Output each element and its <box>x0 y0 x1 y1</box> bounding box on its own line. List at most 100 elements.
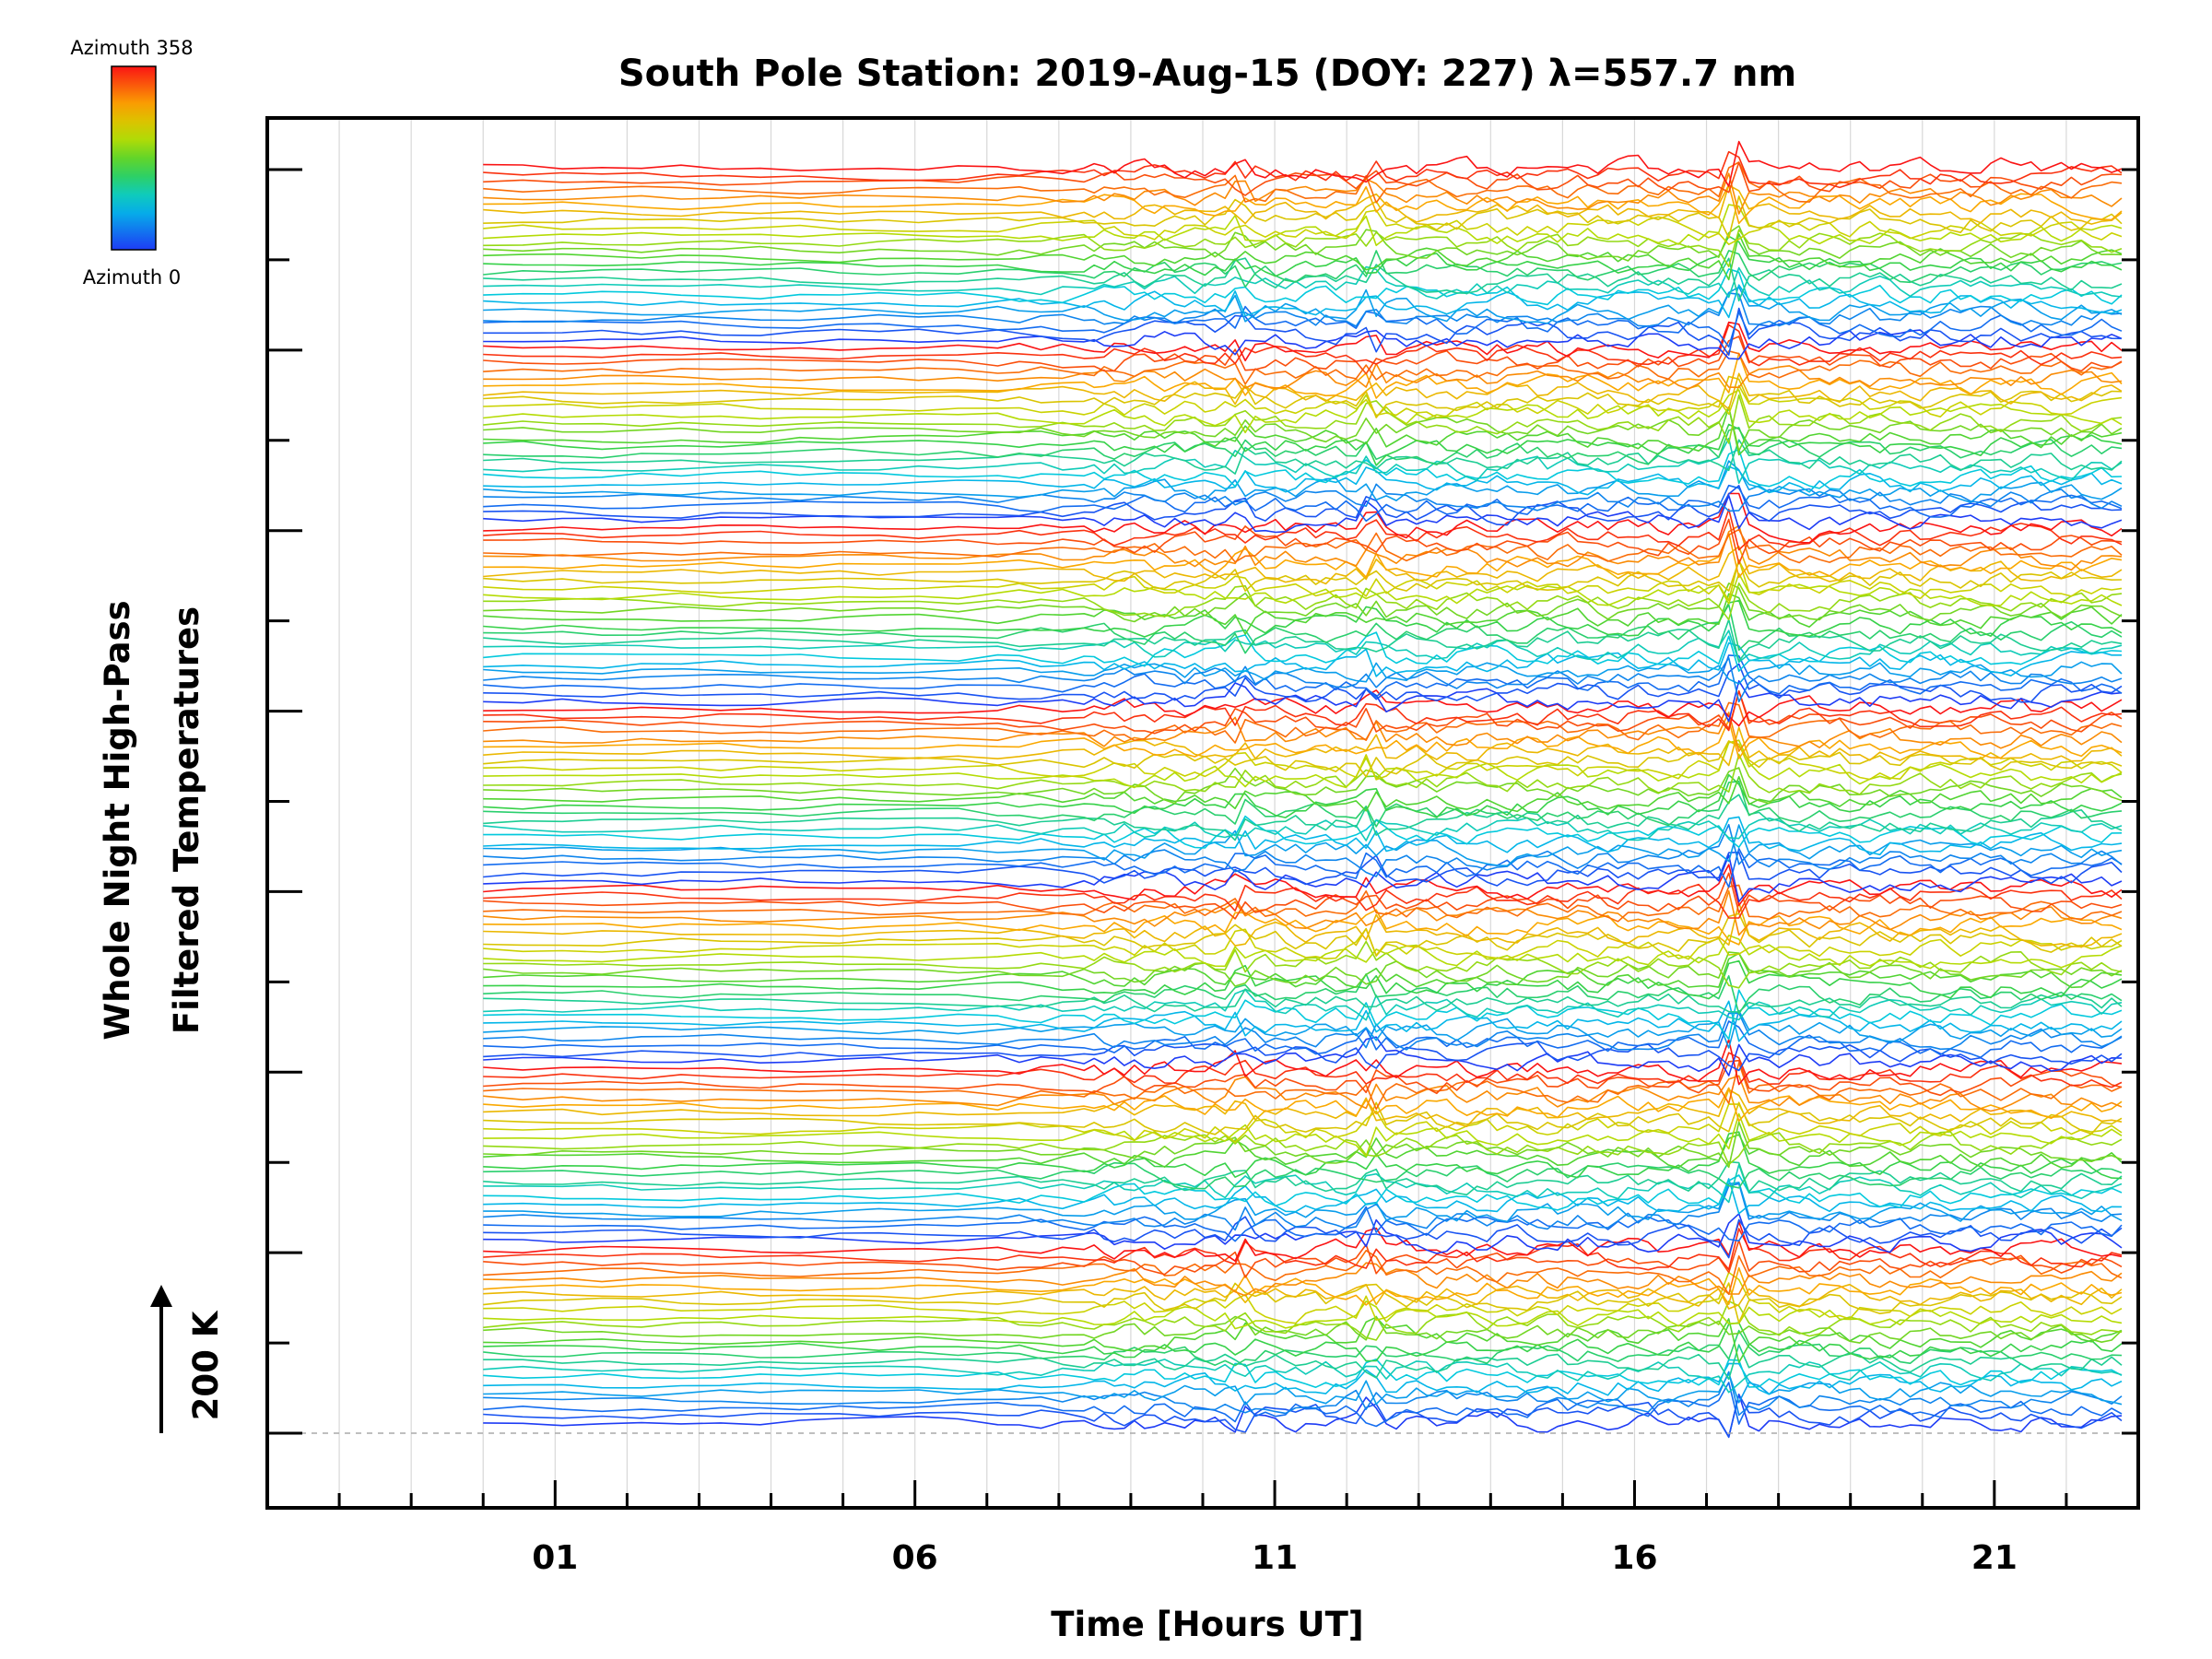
series-line <box>483 485 2123 526</box>
series-line <box>483 427 2123 466</box>
series-line <box>483 940 2123 989</box>
series-line <box>483 712 2123 752</box>
series-line <box>483 1216 2123 1259</box>
series-line <box>483 437 2123 485</box>
series-line <box>483 629 2123 664</box>
series-line <box>483 909 2123 946</box>
series-line <box>483 235 2123 277</box>
series-line <box>483 1059 2123 1097</box>
series-line <box>483 1101 2123 1135</box>
series-line <box>483 775 2123 813</box>
series-line <box>483 352 2123 399</box>
series-line <box>483 935 2123 970</box>
series-line <box>483 1087 2123 1123</box>
series-line <box>483 372 2123 410</box>
series-line <box>483 1394 2123 1438</box>
series-line <box>483 307 2123 357</box>
series-line <box>483 631 2123 672</box>
series-line <box>483 618 2123 663</box>
series-line <box>483 1213 2123 1254</box>
series-line <box>483 225 2123 262</box>
series-line <box>483 140 2123 187</box>
series-line <box>483 663 2123 703</box>
series-line <box>483 1359 2123 1394</box>
series-line <box>483 423 2123 466</box>
series-line <box>483 1372 2123 1406</box>
series-line <box>483 324 2123 367</box>
series-line <box>483 604 2123 654</box>
series-line <box>483 284 2123 319</box>
series-line <box>483 1316 2123 1363</box>
series-line <box>483 448 2123 489</box>
series-line <box>483 1240 2123 1278</box>
series-line <box>483 150 2123 189</box>
series-line <box>483 1344 2123 1381</box>
series-line <box>483 1271 2123 1324</box>
series-line <box>483 1012 2123 1051</box>
series-line <box>483 689 2123 727</box>
series-line <box>483 1300 2123 1341</box>
series-line <box>483 1394 2123 1439</box>
series-line <box>483 257 2123 302</box>
y-axis-title-line-2: Filtered Temperatures <box>167 606 206 1034</box>
series-line <box>483 524 2123 571</box>
series-line <box>483 1283 2123 1310</box>
series-line <box>483 406 2123 456</box>
series-line <box>483 1062 2123 1111</box>
series-line <box>483 460 2123 503</box>
series-line <box>483 465 2123 496</box>
series-line <box>483 1220 2123 1262</box>
series-line <box>483 321 2123 362</box>
series-line <box>483 394 2123 444</box>
series-line <box>483 719 2123 759</box>
series-line <box>483 927 2123 960</box>
series-line <box>483 161 2123 204</box>
series-line <box>483 1000 2123 1042</box>
scale-arrow-icon <box>150 1285 172 1307</box>
series-line <box>483 532 2123 579</box>
temperature-series <box>483 140 2123 1439</box>
series-line <box>483 528 2123 564</box>
series-line <box>483 384 2123 418</box>
series-line <box>483 582 2123 623</box>
series-line <box>483 406 2123 453</box>
series-line <box>483 641 2122 677</box>
series-line <box>483 661 2123 685</box>
series-line <box>483 679 2123 723</box>
series-line <box>483 572 2123 606</box>
series-line <box>483 250 2123 288</box>
x-tick-label: 16 <box>1611 1539 1657 1577</box>
colorbar-max-label: Azimuth 358 <box>70 37 193 59</box>
series-line <box>483 305 2123 348</box>
x-tick-label: 06 <box>892 1539 938 1577</box>
series-line <box>483 1371 2123 1417</box>
series-line <box>483 1315 2123 1344</box>
x-tick-label: 11 <box>1252 1539 1298 1577</box>
series-line <box>483 375 2123 418</box>
series-line <box>483 546 2123 585</box>
series-line <box>483 780 2123 828</box>
series-line <box>483 1103 2123 1143</box>
series-line <box>483 654 2123 699</box>
series-line <box>483 559 2123 602</box>
series-line <box>483 1121 2123 1169</box>
series-line <box>483 593 2123 635</box>
series-line <box>483 286 2123 324</box>
series-line <box>483 1206 2123 1242</box>
series-line <box>483 195 2123 239</box>
series-line <box>483 988 2123 1013</box>
series-line <box>483 851 2123 887</box>
series-line <box>483 701 2123 744</box>
series-line <box>483 599 2123 638</box>
series-line <box>483 912 2123 957</box>
series-line <box>483 816 2123 856</box>
series-line <box>483 184 2123 225</box>
series-line <box>483 883 2123 919</box>
series-line <box>483 823 2123 877</box>
series-line <box>483 1228 2123 1271</box>
series-line <box>483 1382 2123 1428</box>
colorbar-min-label: Azimuth 0 <box>83 266 182 288</box>
scale-label: 200 K <box>186 1310 226 1420</box>
axis-ticks: 01 06 11 16 21 <box>267 168 2138 1577</box>
series-line <box>483 817 2123 841</box>
